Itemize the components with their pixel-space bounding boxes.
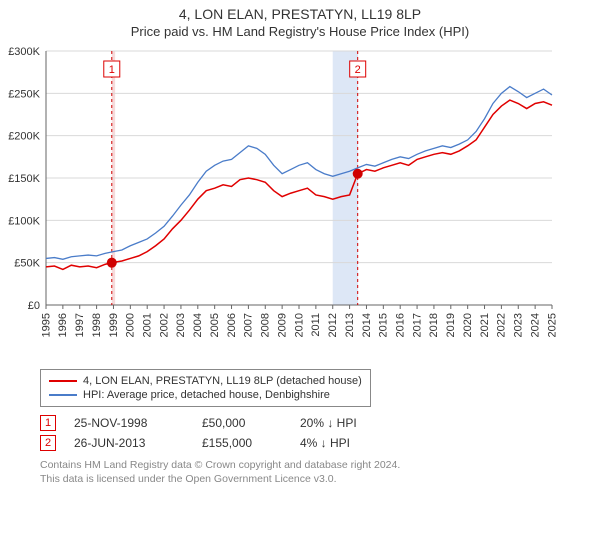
legend-row: HPI: Average price, detached house, Denb… — [49, 388, 362, 402]
legend: 4, LON ELAN, PRESTATYN, LL19 8LP (detach… — [40, 369, 371, 407]
legend-swatch — [49, 380, 77, 382]
svg-text:2013: 2013 — [344, 313, 356, 337]
svg-text:1998: 1998 — [91, 313, 103, 337]
svg-text:£200K: £200K — [8, 131, 40, 143]
event-row: 1 25-NOV-1998 £50,000 20% ↓ HPI — [40, 413, 600, 433]
svg-text:2023: 2023 — [513, 313, 525, 337]
event-price: £50,000 — [202, 416, 282, 430]
svg-text:£150K: £150K — [8, 173, 40, 185]
events-table: 1 25-NOV-1998 £50,000 20% ↓ HPI 2 26-JUN-2013… — [40, 413, 600, 453]
svg-text:£0: £0 — [28, 300, 40, 312]
svg-text:2024: 2024 — [529, 313, 541, 337]
event-date: 25-NOV-1998 — [74, 416, 184, 430]
svg-text:2020: 2020 — [462, 313, 474, 337]
svg-text:2004: 2004 — [192, 313, 204, 337]
legend-label: 4, LON ELAN, PRESTATYN, LL19 8LP (detach… — [83, 375, 362, 387]
chart-title-main: 4, LON ELAN, PRESTATYN, LL19 8LP — [0, 0, 600, 22]
license-line: This data is licensed under the Open Gov… — [40, 473, 600, 487]
license-text: Contains HM Land Registry data © Crown c… — [40, 459, 600, 486]
license-line: Contains HM Land Registry data © Crown c… — [40, 459, 600, 473]
chart-title-sub: Price paid vs. HM Land Registry's House … — [0, 22, 600, 43]
svg-text:2017: 2017 — [411, 313, 423, 337]
svg-text:1995: 1995 — [40, 313, 52, 337]
svg-text:1999: 1999 — [108, 313, 120, 337]
line-chart-svg: £0 £50K £100K £150K £200K £250K £300K 1995 1996 1… — [0, 43, 560, 363]
svg-text:1997: 1997 — [74, 313, 86, 337]
svg-text:2016: 2016 — [395, 313, 407, 337]
event-delta: 4% ↓ HPI — [300, 436, 400, 450]
svg-text:2019: 2019 — [445, 313, 457, 337]
svg-text:2012: 2012 — [327, 313, 339, 337]
svg-text:2: 2 — [355, 64, 361, 76]
svg-text:2001: 2001 — [141, 313, 153, 337]
svg-text:2021: 2021 — [479, 313, 491, 337]
svg-text:2003: 2003 — [175, 313, 187, 337]
svg-text:£100K: £100K — [8, 215, 40, 227]
svg-text:2025: 2025 — [546, 313, 558, 337]
svg-text:1: 1 — [109, 64, 115, 76]
svg-text:2010: 2010 — [293, 313, 305, 337]
svg-text:2002: 2002 — [158, 313, 170, 337]
svg-text:1996: 1996 — [57, 313, 69, 337]
svg-text:2006: 2006 — [226, 313, 238, 337]
svg-text:2011: 2011 — [310, 313, 322, 337]
svg-text:2005: 2005 — [209, 313, 221, 337]
legend-row: 4, LON ELAN, PRESTATYN, LL19 8LP (detach… — [49, 374, 362, 388]
svg-text:2000: 2000 — [125, 313, 137, 337]
svg-text:2015: 2015 — [378, 313, 390, 337]
svg-text:2014: 2014 — [361, 313, 373, 337]
event-marker: 2 — [40, 435, 56, 451]
event-date: 26-JUN-2013 — [74, 436, 184, 450]
event-row: 2 26-JUN-2013 £155,000 4% ↓ HPI — [40, 433, 600, 453]
event-marker: 1 — [40, 415, 56, 431]
chart-area: £0 £50K £100K £150K £200K £250K £300K 1995 1996 1… — [0, 43, 600, 363]
svg-text:2022: 2022 — [496, 313, 508, 337]
event-price: £155,000 — [202, 436, 282, 450]
event-delta: 20% ↓ HPI — [300, 416, 400, 430]
svg-text:£50K: £50K — [14, 258, 40, 270]
svg-text:£250K: £250K — [8, 88, 40, 100]
svg-text:2007: 2007 — [243, 313, 255, 337]
svg-text:2009: 2009 — [276, 313, 288, 337]
legend-swatch — [49, 394, 77, 396]
svg-text:2008: 2008 — [260, 313, 272, 337]
legend-label: HPI: Average price, detached house, Denb… — [83, 389, 330, 401]
svg-text:£300K: £300K — [8, 46, 40, 58]
svg-text:2018: 2018 — [428, 313, 440, 337]
